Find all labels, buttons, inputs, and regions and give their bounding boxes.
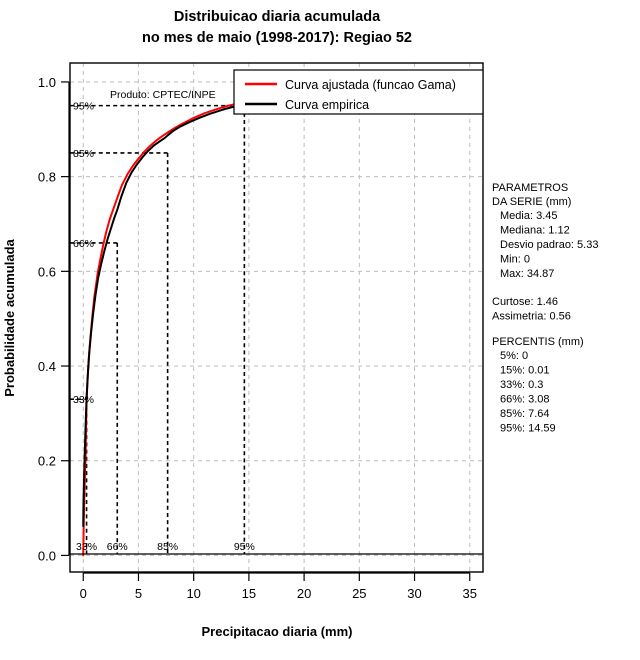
sidebar-stat-line: 66%: 3.08 <box>500 394 550 406</box>
legend-label-empirical: Curva empirica <box>285 98 369 112</box>
percentile-guide-lines <box>70 104 246 554</box>
sidebar-stat-line: 33%: 0.3 <box>500 379 543 391</box>
y-axis-tick-label: 0.8 <box>38 170 56 185</box>
sidebar-stat-line: 5%: 0 <box>500 350 528 362</box>
y-axis-tick-label: 0.4 <box>38 359 56 374</box>
x-axis-tick-label: 35 <box>463 586 477 601</box>
y-axis-tick-label: 0.2 <box>38 454 56 469</box>
x-axis-tick-label: 20 <box>297 586 311 601</box>
parameters-heading-line-1: PARAMETROS <box>492 182 568 194</box>
legend: Curva ajustada (funcao Gama) Curva empir… <box>233 69 484 115</box>
legend-label-fitted: Curva ajustada (funcao Gama) <box>285 78 456 92</box>
sidebar-stat-line: Curtose: 1.46 <box>492 296 558 308</box>
percentile-y-label: 66% <box>73 238 94 250</box>
chart-title-line-2: no mes de maio (1998-2017): Regiao 52 <box>142 30 412 46</box>
sidebar-stat-line: 15%: 0.01 <box>500 365 550 377</box>
percentile-y-label: 95% <box>73 101 94 113</box>
parameters-list: Media: 3.45 Mediana: 1.12 Desvio padrao: 5… <box>500 210 598 280</box>
sidebar-stat-line: Max: 34.87 <box>500 268 554 280</box>
sidebar-stat-line: 95%: 14.59 <box>500 423 556 435</box>
percentile-x-labels: 33% 66% 85% 95% <box>70 541 483 555</box>
y-axis-tick-label: 0.6 <box>38 264 56 279</box>
percentile-y-label: 85% <box>73 148 94 160</box>
plot-frame <box>69 62 484 573</box>
percentis-heading: PERCENTIS (mm) <box>492 336 584 348</box>
percentile-y-label: 33% <box>73 394 94 406</box>
shape-stats-list: Curtose: 1.46 Assimetria: 0.56 <box>492 296 571 323</box>
producer-annotation: Produto: CPTEC/INPE <box>110 89 216 101</box>
sidebar-stat-line: Media: 3.45 <box>500 210 557 222</box>
y-axis-tick-label: 0.0 <box>38 548 56 563</box>
y-axis-tick-label: 1.0 <box>38 75 56 90</box>
sidebar-stat-line: Min: 0 <box>500 254 530 266</box>
x-axis-tick-label: 10 <box>186 586 200 601</box>
x-axis-tick-label: 25 <box>352 586 366 601</box>
parameters-heading-line-2: DA SERIE (mm) <box>492 196 571 208</box>
x-axis-tick-label: 0 <box>80 586 87 601</box>
x-axis: 0 5 10 15 20 25 30 35 <box>80 572 477 601</box>
percentis-list: 5%: 0 15%: 0.01 33%: 0.3 66%: 3.08 85%: 7.64… <box>500 350 556 435</box>
x-axis-tick-label: 5 <box>135 586 142 601</box>
x-axis-tick-label: 15 <box>242 586 256 601</box>
x-axis-tick-label: 30 <box>407 586 421 601</box>
sidebar-stat-line: Mediana: 1.12 <box>500 225 570 237</box>
sidebar-stat-line: 85%: 7.64 <box>500 408 550 420</box>
sidebar-statistics: PARAMETROS DA SERIE (mm) Media: 3.45Medi… <box>492 182 598 435</box>
legend-box <box>233 69 484 115</box>
percentile-x-label: 66% <box>107 541 128 553</box>
y-axis: 0.0 0.2 0.4 0.6 0.8 1.0 <box>38 75 70 563</box>
percentile-y-labels: 33% 66% 85% 95% <box>73 101 94 407</box>
x-axis-label: Precipitacao diaria (mm) <box>202 624 353 639</box>
percentile-x-label: 85% <box>157 541 178 553</box>
chart-title-line-1: Distribuicao diaria acumulada <box>174 9 381 25</box>
sidebar-stat-line: Desvio padrao: 5.33 <box>500 239 598 251</box>
percentile-x-label: 33% <box>76 541 97 553</box>
sidebar-stat-line: Assimetria: 0.56 <box>492 311 571 323</box>
percentile-x-label: 95% <box>234 541 255 553</box>
y-axis-label: Probabilidade acumulada <box>2 238 17 396</box>
